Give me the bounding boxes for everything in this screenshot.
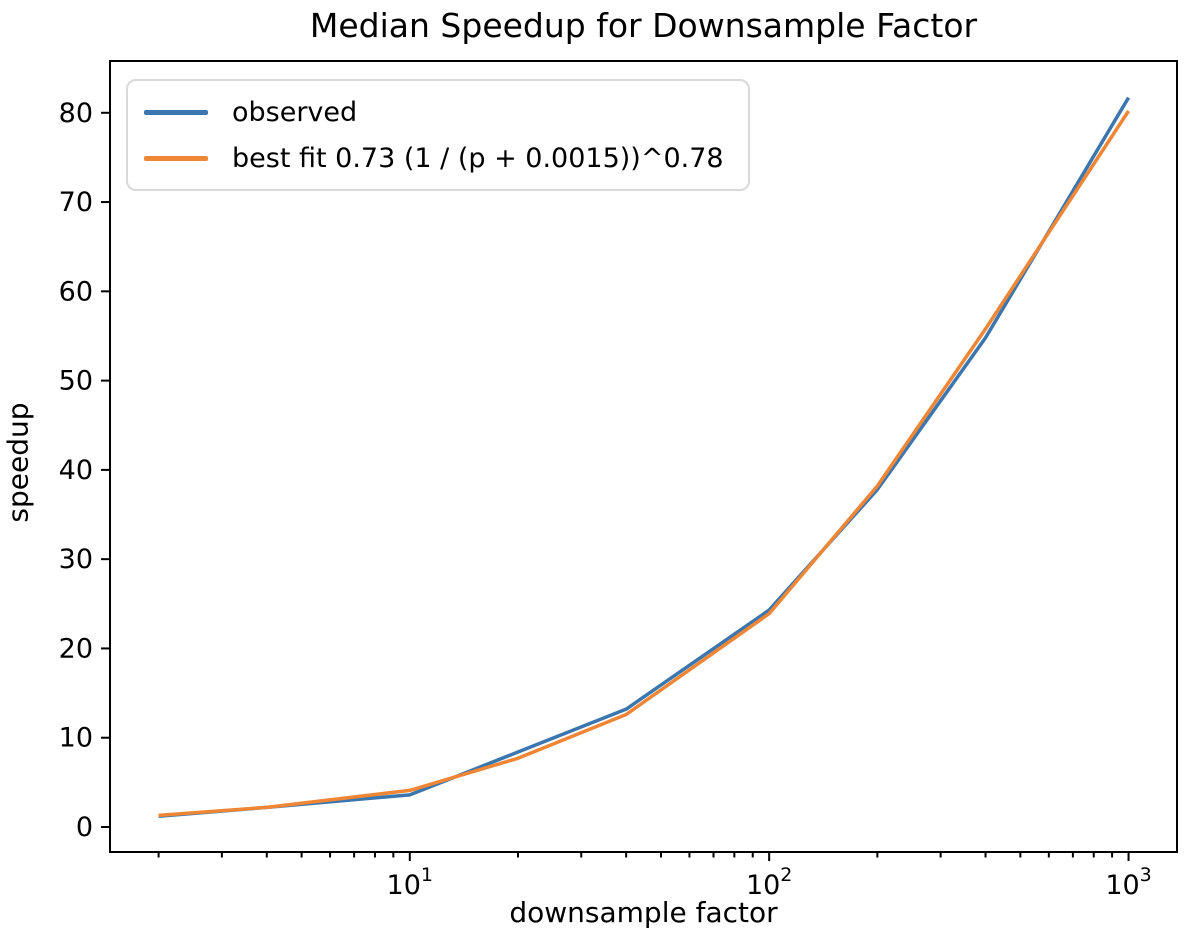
- series-line-observed: [158, 96, 1131, 819]
- y-axis-label: speedup: [1, 402, 35, 523]
- y-tick-label: 30: [59, 544, 93, 575]
- legend-label-observed: observed: [232, 96, 358, 128]
- legend-swatch-observed: [144, 109, 208, 115]
- legend-swatch-best-fit: [144, 155, 208, 161]
- legend-item-best-fit: best fit 0.73 (1 / (p + 0.0015))^0.78: [144, 139, 724, 177]
- y-tick-label: 70: [59, 187, 93, 218]
- x-tick-label: 103: [1105, 864, 1151, 901]
- y-tick-label: 60: [59, 276, 93, 307]
- x-axis-label: downsample factor: [509, 896, 778, 929]
- legend-label-best-fit: best fit 0.73 (1 / (p + 0.0015))^0.78: [232, 142, 724, 174]
- y-tick-label: 0: [76, 812, 93, 843]
- chart-title: Median Speedup for Downsample Factor: [309, 6, 978, 45]
- y-tick-label: 50: [59, 366, 93, 397]
- series-line-best-fit: [158, 110, 1131, 818]
- legend-item-observed: observed: [144, 93, 724, 131]
- x-tick-label: 102: [746, 864, 792, 901]
- y-tick-label: 40: [59, 455, 93, 486]
- axes-frame: [109, 60, 1178, 853]
- y-tick-label: 80: [59, 98, 93, 129]
- y-tick-label: 10: [59, 723, 93, 754]
- legend: observed best fit 0.73 (1 / (p + 0.0015)…: [126, 79, 750, 191]
- x-tick-label: 101: [387, 864, 433, 901]
- y-tick-label: 20: [59, 633, 93, 664]
